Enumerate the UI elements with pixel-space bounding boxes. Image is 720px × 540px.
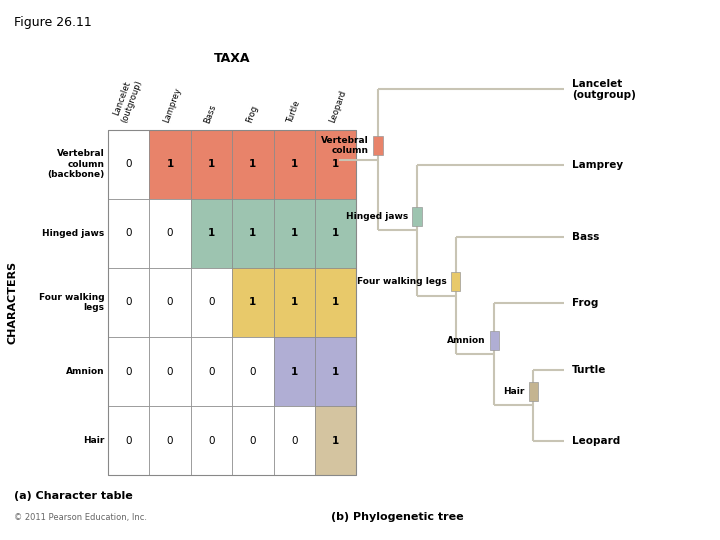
Text: 0: 0 <box>167 436 174 446</box>
Bar <box>232 406 274 475</box>
Bar <box>108 268 150 337</box>
Text: 0: 0 <box>125 298 132 307</box>
Text: Leopard: Leopard <box>572 436 621 446</box>
Bar <box>191 130 232 199</box>
Text: 0: 0 <box>208 367 215 376</box>
Text: 1: 1 <box>332 367 339 376</box>
Bar <box>150 406 191 475</box>
Text: 1: 1 <box>291 298 298 307</box>
Text: 0: 0 <box>167 228 174 238</box>
Text: CHARACTERS: CHARACTERS <box>8 261 17 344</box>
Text: 1: 1 <box>208 228 215 238</box>
Bar <box>150 337 191 406</box>
Text: 0: 0 <box>125 159 132 169</box>
Bar <box>412 207 422 226</box>
Text: Figure 26.11: Figure 26.11 <box>14 16 92 29</box>
Text: Amnion: Amnion <box>447 335 486 345</box>
Bar <box>108 337 150 406</box>
Text: Lamprey: Lamprey <box>162 86 183 124</box>
Bar <box>315 406 356 475</box>
Text: 0: 0 <box>167 367 174 376</box>
Text: 1: 1 <box>291 367 298 376</box>
Text: Four walking
legs: Four walking legs <box>39 293 104 312</box>
Text: TAXA: TAXA <box>214 52 251 65</box>
Text: 0: 0 <box>125 436 132 446</box>
Text: 1: 1 <box>249 159 256 169</box>
Text: 1: 1 <box>208 159 215 169</box>
Bar <box>191 406 232 475</box>
Bar <box>150 130 191 199</box>
Bar <box>373 136 383 155</box>
Text: 0: 0 <box>167 298 174 307</box>
Bar <box>191 268 232 337</box>
Text: 0: 0 <box>250 367 256 376</box>
Text: Bass: Bass <box>203 103 218 124</box>
Bar <box>232 268 274 337</box>
Text: Turtle: Turtle <box>286 99 302 124</box>
Text: © 2011 Pearson Education, Inc.: © 2011 Pearson Education, Inc. <box>14 513 148 522</box>
Bar <box>108 406 150 475</box>
Bar <box>315 199 356 268</box>
Text: Vertebral
column
(backbone): Vertebral column (backbone) <box>47 149 104 179</box>
Bar <box>274 199 315 268</box>
Text: Frog: Frog <box>572 298 598 308</box>
Bar <box>528 382 539 401</box>
Bar <box>150 268 191 337</box>
Text: 0: 0 <box>291 436 297 446</box>
Bar <box>451 272 461 291</box>
Text: 0: 0 <box>208 298 215 307</box>
Bar <box>274 337 315 406</box>
Text: Amnion: Amnion <box>66 367 104 376</box>
Bar <box>274 130 315 199</box>
Bar <box>490 330 500 349</box>
Text: 1: 1 <box>332 436 339 446</box>
Text: 1: 1 <box>332 159 339 169</box>
Bar <box>315 130 356 199</box>
Text: Vertebral
column: Vertebral column <box>321 136 369 156</box>
Text: 0: 0 <box>125 367 132 376</box>
Text: 0: 0 <box>250 436 256 446</box>
Bar <box>108 130 150 199</box>
Text: Hair: Hair <box>503 387 525 396</box>
Text: Four walking legs: Four walking legs <box>357 277 447 286</box>
Text: 1: 1 <box>291 159 298 169</box>
Text: 0: 0 <box>208 436 215 446</box>
Bar <box>150 199 191 268</box>
Text: Frog: Frog <box>245 104 259 124</box>
Text: 1: 1 <box>332 298 339 307</box>
Text: 1: 1 <box>166 159 174 169</box>
Text: Lamprey: Lamprey <box>572 160 624 171</box>
Text: Lancelet
(outgroup): Lancelet (outgroup) <box>572 79 636 100</box>
Bar <box>274 406 315 475</box>
Text: Hinged jaws: Hinged jaws <box>42 229 104 238</box>
Bar <box>191 337 232 406</box>
Text: 1: 1 <box>249 298 256 307</box>
Bar <box>274 268 315 337</box>
Bar <box>108 199 150 268</box>
Bar <box>108 130 356 475</box>
Bar <box>315 268 356 337</box>
Bar <box>232 199 274 268</box>
Text: (a) Character table: (a) Character table <box>14 491 133 502</box>
Text: Leopard: Leopard <box>328 89 347 124</box>
Bar <box>315 337 356 406</box>
Text: 1: 1 <box>291 228 298 238</box>
Bar <box>191 199 232 268</box>
Text: Lancelet
(outgroup): Lancelet (outgroup) <box>110 76 144 124</box>
Text: 1: 1 <box>332 228 339 238</box>
Text: 0: 0 <box>125 228 132 238</box>
Text: 1: 1 <box>249 228 256 238</box>
Text: (b) Phylogenetic tree: (b) Phylogenetic tree <box>331 512 464 522</box>
Bar <box>232 337 274 406</box>
Bar <box>232 130 274 199</box>
Text: Turtle: Turtle <box>572 365 607 375</box>
Text: Hinged jaws: Hinged jaws <box>346 212 408 221</box>
Text: Hair: Hair <box>83 436 104 445</box>
Text: Bass: Bass <box>572 232 600 242</box>
